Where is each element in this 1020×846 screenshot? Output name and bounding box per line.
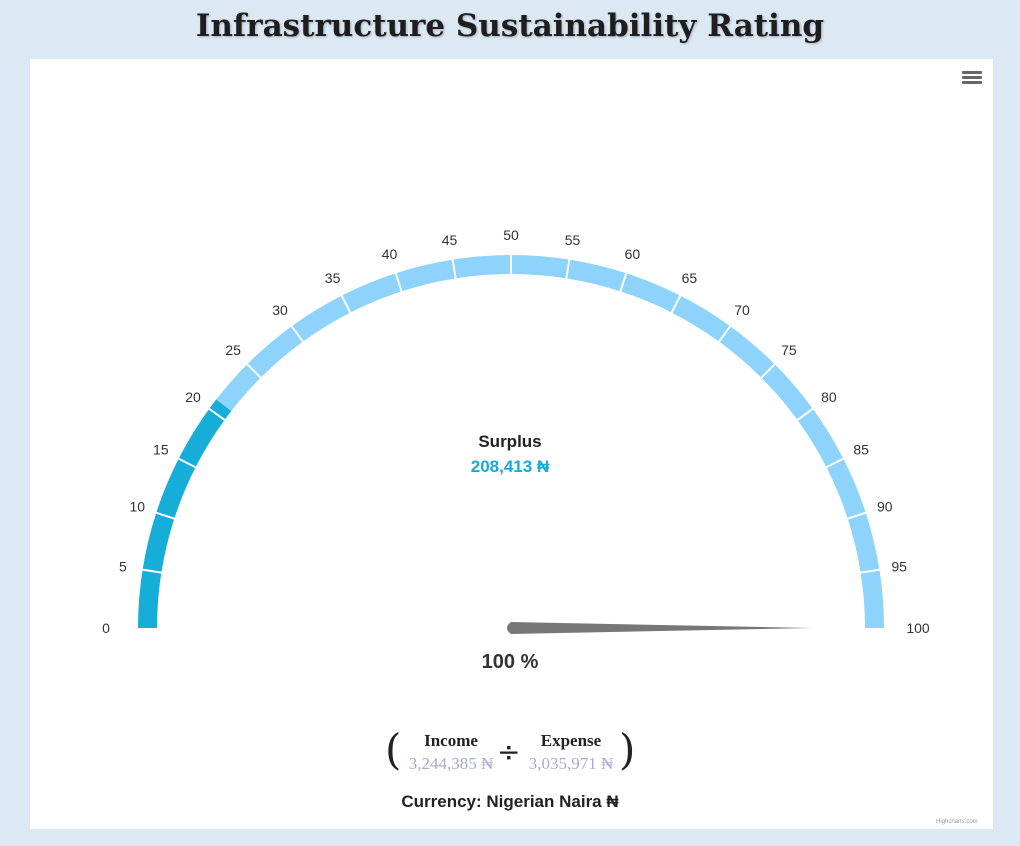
gauge-tick-label: 85 bbox=[853, 442, 869, 458]
gauge-tick-separator bbox=[245, 362, 263, 380]
gauge-tick-separator bbox=[340, 294, 352, 314]
gauge-tick-separator bbox=[154, 511, 176, 520]
close-parenthesis: ) bbox=[619, 725, 636, 774]
gauge-tick-label: 45 bbox=[442, 232, 458, 248]
gauge-tick-separator bbox=[670, 294, 682, 314]
gauge-tick-separator bbox=[394, 271, 403, 293]
gauge-tick-label: 90 bbox=[877, 499, 893, 515]
gauge-tick-separator bbox=[717, 324, 732, 344]
gauge-band-segment bbox=[452, 255, 511, 279]
gauge-band-segment bbox=[511, 255, 570, 279]
gauge-band-segment bbox=[209, 399, 232, 420]
gauge-tick-label: 30 bbox=[272, 302, 288, 318]
gauge-band-segment bbox=[761, 364, 813, 420]
gauge-tick-separator bbox=[177, 457, 197, 469]
income-fraction: Income 3,244,385 ₦ bbox=[401, 731, 501, 774]
gauge-tick-label: 5 bbox=[119, 559, 127, 575]
gauge-band-segment bbox=[142, 512, 175, 573]
gauge-tick-separator bbox=[290, 324, 305, 344]
gauge-tick-label: 50 bbox=[503, 227, 519, 243]
gauge-band-segment bbox=[566, 259, 627, 292]
page-title: Infrastructure Sustainability Rating bbox=[195, 8, 825, 44]
gauge-tick-label: 25 bbox=[225, 342, 241, 358]
gauge-band-segment bbox=[847, 512, 880, 573]
expense-value: 3,035,971 ₦ bbox=[528, 754, 614, 773]
gauge-tick-label: 15 bbox=[153, 442, 169, 458]
gauge-band-segment bbox=[291, 295, 351, 342]
gauge-tick-separator bbox=[619, 271, 628, 293]
gauge-needle bbox=[507, 622, 811, 634]
gauge-tick-label: 70 bbox=[734, 302, 750, 318]
gauge-tick-separator bbox=[565, 258, 571, 280]
gauge-band-segment bbox=[216, 364, 261, 412]
gauge-band-segment bbox=[247, 326, 303, 378]
gauge-band-segment bbox=[671, 295, 731, 342]
gauge-band-segment bbox=[860, 569, 885, 628]
gauge-tick-separator bbox=[859, 568, 881, 574]
gauge-value-label: 100 % bbox=[481, 651, 539, 673]
gauge-tick-label: 75 bbox=[781, 342, 797, 358]
gauge-tick-label: 60 bbox=[625, 246, 641, 262]
gauge-tick-label: 100 bbox=[906, 620, 930, 636]
gauge-band-segment bbox=[620, 273, 681, 313]
gauge-band-segment bbox=[178, 408, 225, 468]
gauge-band-segment bbox=[719, 326, 775, 378]
gauge-tick-label: 65 bbox=[682, 270, 698, 286]
gauge-band-segment bbox=[797, 408, 844, 468]
hamburger-menu-icon[interactable] bbox=[962, 69, 982, 87]
gauge-tick-label: 55 bbox=[565, 232, 581, 248]
gauge-band-segment bbox=[138, 569, 162, 628]
gauge-chart: 0 5 10 15 20 25 30 35 40 45 50 55 60 65 70 75 80 85 90 95 10… bbox=[102, 227, 930, 636]
gauge-tick-label: 40 bbox=[382, 246, 398, 262]
gauge-tick-separator bbox=[846, 511, 868, 520]
gauge-tick-separator bbox=[451, 258, 457, 280]
gauge-band-segment bbox=[395, 259, 456, 292]
currency-note: Currency: Nigerian Naira ₦ bbox=[401, 792, 619, 811]
gauge-tick-separator bbox=[759, 362, 777, 380]
chart-credit[interactable]: Highcharts.com bbox=[936, 819, 978, 825]
income-value: 3,244,385 ₦ bbox=[408, 754, 494, 773]
gauge-band-segment bbox=[156, 458, 196, 519]
gauge-tick-label: 0 bbox=[102, 620, 110, 636]
surplus-value: 208,413 ₦ bbox=[470, 457, 550, 476]
gauge-tick-separator bbox=[795, 407, 815, 422]
gauge-band-segment bbox=[826, 458, 866, 519]
gauge-tick-separator bbox=[141, 568, 163, 574]
income-label: Income bbox=[424, 731, 478, 750]
open-parenthesis: ( bbox=[385, 725, 402, 774]
surplus-title: Surplus bbox=[478, 432, 542, 451]
expense-fraction: Expense 3,035,971 ₦ bbox=[521, 731, 621, 774]
gauge-tick-label: 80 bbox=[821, 389, 837, 405]
gauge-tick-label: 95 bbox=[891, 559, 907, 575]
gauge-band-segment bbox=[341, 273, 402, 313]
expense-label: Expense bbox=[540, 731, 602, 750]
gauge-tick-separator bbox=[825, 457, 845, 469]
gauge-tick-label: 20 bbox=[185, 389, 201, 405]
gauge-tick-label: 10 bbox=[129, 499, 145, 515]
gauge-tick-separator bbox=[207, 407, 227, 422]
divide-operator: ÷ bbox=[497, 735, 521, 768]
chart-panel: 0 5 10 15 20 25 30 35 40 45 50 55 60 65 70 75 80 85 90 95 10… bbox=[30, 59, 993, 829]
gauge-tick-label: 35 bbox=[325, 270, 341, 286]
income-expense-formula: ( Income 3,244,385 ₦ ÷ Expense 3,035,971… bbox=[385, 725, 645, 781]
